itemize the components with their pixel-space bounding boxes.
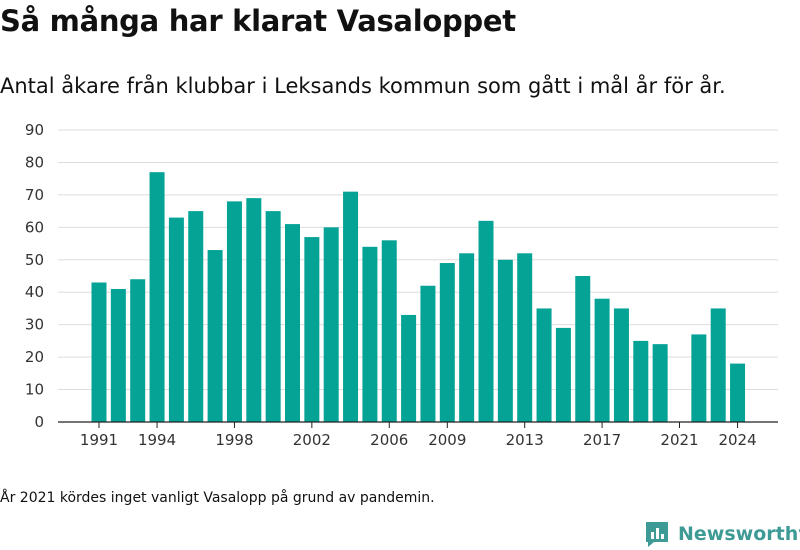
bar-2008 [420,285,436,422]
bar-1992 [110,288,126,422]
bar-2006 [381,240,397,422]
y-tick-label: 10 [25,381,44,399]
y-tick-label: 30 [25,316,44,334]
bar-1999 [246,198,262,422]
bar-2007 [401,314,417,422]
y-tick-label: 0 [34,413,44,431]
chart-subtitle: Antal åkare från klubbar i Leksands komm… [0,74,726,98]
bar-1998 [226,201,242,422]
bar-2010 [459,253,475,422]
x-tick-label: 1991 [80,431,118,449]
bar-1993 [130,279,146,422]
x-tick-label: 1998 [215,431,253,449]
bar-2023 [710,308,726,422]
newsworthy-logo-icon [646,522,668,547]
x-tick-label: 2013 [506,431,544,449]
bar-2000 [265,211,281,422]
x-tick-label: 2024 [718,431,756,449]
bar-2019 [633,340,649,422]
bar-2020 [652,344,668,422]
bar-2001 [285,224,300,422]
y-tick-label: 50 [25,251,44,269]
footnote: År 2021 kördes inget vanligt Vasalopp på… [0,490,435,506]
bar-2014 [536,308,552,422]
x-tick-label: 2017 [583,431,621,449]
y-tick-label: 40 [25,283,44,301]
y-tick-label: 60 [25,218,44,236]
bar-2002 [304,237,320,422]
brand[interactable]: Newsworthy [644,520,800,548]
bar-2003 [323,227,339,422]
bar-2012 [497,259,513,422]
bar-1991 [91,282,107,422]
bar-2024 [730,363,746,422]
bar-2022 [691,334,707,422]
bar-1994 [149,172,165,422]
bar-2009 [439,263,455,422]
bar-2016 [575,276,591,422]
bar-1996 [188,211,204,422]
x-tick-label: 2006 [370,431,408,449]
bar-2011 [478,220,494,422]
bar-2018 [613,308,629,422]
bar-1997 [207,250,223,422]
bar-2004 [343,191,359,422]
brand-name: Newsworthy [678,523,800,545]
x-tick-label: 2009 [428,431,466,449]
bar-2013 [517,253,533,422]
bar-chart: 0 10 20 30 40 50 60 70 80 90 1991 1994 1998 2002 2006 2… [25,121,778,449]
y-tick-label: 20 [25,348,44,366]
chart-title: Så många har klarat Vasaloppet [0,4,516,38]
x-tick-label: 1994 [138,431,176,449]
y-tick-label: 70 [25,186,44,204]
bar-2005 [362,246,378,422]
bar-2015 [555,327,571,422]
bar-2017 [594,298,610,422]
y-tick-label: 80 [25,153,44,171]
y-tick-label: 90 [25,121,44,139]
bar-1995 [168,217,184,422]
x-tick-label: 2021 [660,431,698,449]
x-tick-label: 2002 [293,431,331,449]
